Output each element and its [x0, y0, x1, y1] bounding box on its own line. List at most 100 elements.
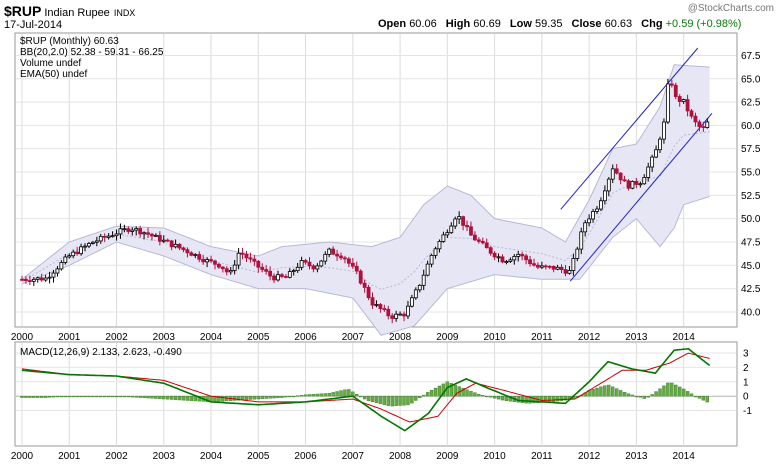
macd-histogram-bar [394, 395, 398, 406]
macd-histogram-bar [146, 395, 150, 399]
macd-histogram-bar [500, 395, 505, 401]
macd-histogram-bar [311, 394, 316, 397]
x-tick-label: 2003 [153, 332, 176, 343]
candle-body [323, 253, 328, 262]
candle-body [343, 257, 347, 260]
macd-histogram-bar [252, 395, 257, 400]
candle-body [409, 297, 414, 307]
candle-body [295, 266, 300, 271]
macd-histogram-bar [678, 386, 682, 397]
candle-body [382, 308, 387, 310]
y-tick-label: 52.5 [741, 191, 761, 202]
macd-histogram-bar [177, 395, 182, 401]
macd-histogram-bar [650, 394, 654, 397]
x-tick-label: 2005 [247, 332, 270, 343]
macd-histogram-bar [402, 395, 406, 406]
macd-histogram-bar [232, 395, 237, 401]
candle-body [469, 226, 473, 236]
candle-body [520, 253, 525, 257]
candle-body [236, 252, 241, 266]
candle-body [575, 248, 580, 259]
macd-histogram-bar [630, 394, 635, 397]
candle-body [110, 235, 115, 238]
macd-histogram-bar [47, 395, 52, 398]
macd-histogram-bar [284, 395, 288, 398]
candle-body [177, 243, 182, 249]
macd-histogram-bar [110, 395, 115, 398]
macd-histogram-bar [244, 395, 249, 400]
high-value: 60.69 [473, 18, 501, 30]
macd-histogram-bar [473, 392, 477, 397]
macd-histogram-bar [122, 395, 127, 398]
macd-histogram-bar [292, 395, 296, 398]
macd-histogram-bar [666, 382, 670, 397]
macd-histogram-bar [634, 395, 639, 398]
candle-body [480, 240, 485, 244]
candle-body [417, 284, 422, 291]
macd-histogram-bar [532, 395, 536, 404]
macd-histogram-bar [20, 395, 24, 398]
candle-body [315, 265, 320, 270]
candle-body [299, 260, 304, 268]
macd-histogram-bar [488, 395, 493, 398]
x-tick-label: 2010 [483, 332, 506, 343]
candle-body [161, 239, 166, 242]
y-tick-label: 55.0 [741, 168, 761, 179]
macd-histogram-bar [118, 395, 123, 398]
candle-body [232, 264, 237, 271]
macd-histogram-bar [28, 395, 32, 398]
candle-body [390, 315, 395, 319]
change-value: +0.59 (+0.98%) [665, 18, 742, 30]
x-tick-label: 2001 [58, 451, 81, 462]
candle-body [473, 234, 477, 241]
y-tick-label: 3 [743, 349, 749, 360]
y-tick-label: -1 [743, 406, 752, 417]
x-tick-label: 2007 [342, 451, 365, 462]
macd-histogram-bar [414, 395, 418, 401]
macd-histogram-bar [343, 389, 347, 397]
macd-histogram-bar [173, 395, 178, 400]
macd-histogram-bar [24, 395, 28, 398]
candle-body [512, 256, 517, 261]
candle-body [441, 234, 446, 242]
macd-histogram-bar [142, 395, 146, 399]
candle-body [567, 270, 572, 274]
macd-histogram-bar [59, 395, 64, 398]
macd-histogram-bar [39, 395, 44, 398]
macd-histogram-bar [130, 395, 134, 398]
macd-histogram-bar [614, 388, 619, 397]
macd-signal-line [21, 352, 710, 423]
candle-body [150, 233, 154, 237]
candle-body [528, 259, 532, 265]
candle-body [445, 232, 450, 236]
candle-body [59, 262, 64, 270]
macd-histogram-bar [87, 395, 91, 398]
macd-histogram-bar [295, 395, 300, 397]
macd-histogram-bar [67, 395, 71, 398]
macd-histogram-bar [91, 395, 95, 398]
candle-body [224, 268, 229, 273]
instrument-name: Indian Rupee [44, 7, 110, 19]
macd-histogram-bar [217, 395, 221, 402]
macd-histogram-bar [32, 395, 36, 398]
candle-body [465, 225, 469, 228]
candle-body [181, 247, 186, 251]
macd-histogram-bar [63, 395, 68, 398]
candle-body [130, 229, 135, 232]
candle-body [602, 190, 607, 202]
candle-body [280, 274, 284, 277]
candle-body [551, 265, 556, 270]
macd-histogram-bar [83, 395, 87, 398]
candle-body [638, 183, 643, 186]
candle-body [228, 270, 233, 273]
macd-histogram-bar [642, 395, 646, 399]
candle-body [591, 211, 595, 220]
macd-histogram-bar [358, 395, 363, 398]
candle-body [43, 277, 48, 281]
x-tick-label: 2002 [105, 451, 128, 462]
candle-body [205, 259, 210, 263]
candle-body [685, 99, 690, 112]
candle-body [287, 271, 292, 278]
y-tick-label: 1 [743, 377, 749, 388]
candle-body [646, 166, 651, 178]
